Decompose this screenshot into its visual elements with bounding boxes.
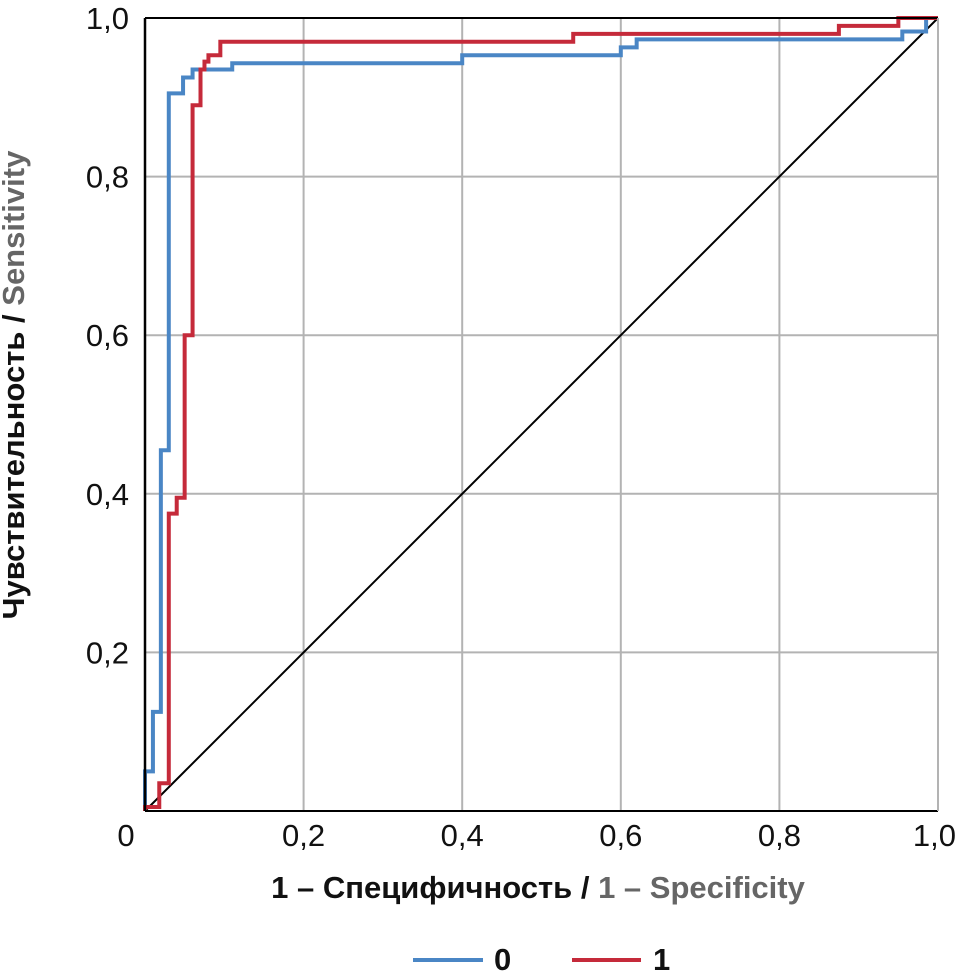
series-layer bbox=[143, 16, 938, 811]
x-tick-label: 0,2 bbox=[282, 818, 325, 853]
x-tick-label: 1,0 bbox=[913, 818, 956, 853]
y-axis-title-main: Чувствительность bbox=[0, 332, 31, 620]
y-axis-title: Чувствительность / Sensitivity bbox=[0, 150, 31, 619]
reference-layer bbox=[144, 17, 939, 812]
axis-layer bbox=[143, 17, 939, 812]
x-axis-title-main: 1 – Специфичность bbox=[271, 870, 572, 905]
series-line-0 bbox=[143, 16, 938, 811]
y-tick-label: 0,6 bbox=[86, 318, 129, 353]
diagonal-reference-line bbox=[144, 17, 939, 812]
x-tick-label: 0,8 bbox=[758, 818, 801, 853]
series-line-1 bbox=[143, 16, 938, 811]
x-axis-title-secondary: 1 – Specificity bbox=[598, 870, 806, 905]
legend-label-0: 0 bbox=[494, 942, 511, 977]
y-tick-label: 0,8 bbox=[86, 160, 129, 195]
y-tick-label: 0,2 bbox=[86, 635, 129, 670]
x-axis-title: 1 – Специфичность / 1 – Specificity bbox=[271, 870, 805, 905]
y-tick-label: 1,0 bbox=[86, 1, 129, 36]
y-axis-title-separator: / bbox=[0, 306, 31, 332]
x-axis-title-separator: / bbox=[572, 870, 598, 905]
legend-label-1: 1 bbox=[653, 942, 670, 977]
y-tick-label: 0,4 bbox=[86, 477, 129, 512]
x-tick-label: 0 bbox=[117, 818, 134, 853]
tick-layer: 0 0,2 0,4 0,6 0,8 1,0 0,2 0,4 0,6 0,8 1,0 bbox=[86, 1, 956, 853]
x-tick-label: 0,6 bbox=[599, 818, 642, 853]
x-tick-label: 0,4 bbox=[441, 818, 484, 853]
y-axis-title-secondary: Sensitivity bbox=[0, 150, 31, 306]
